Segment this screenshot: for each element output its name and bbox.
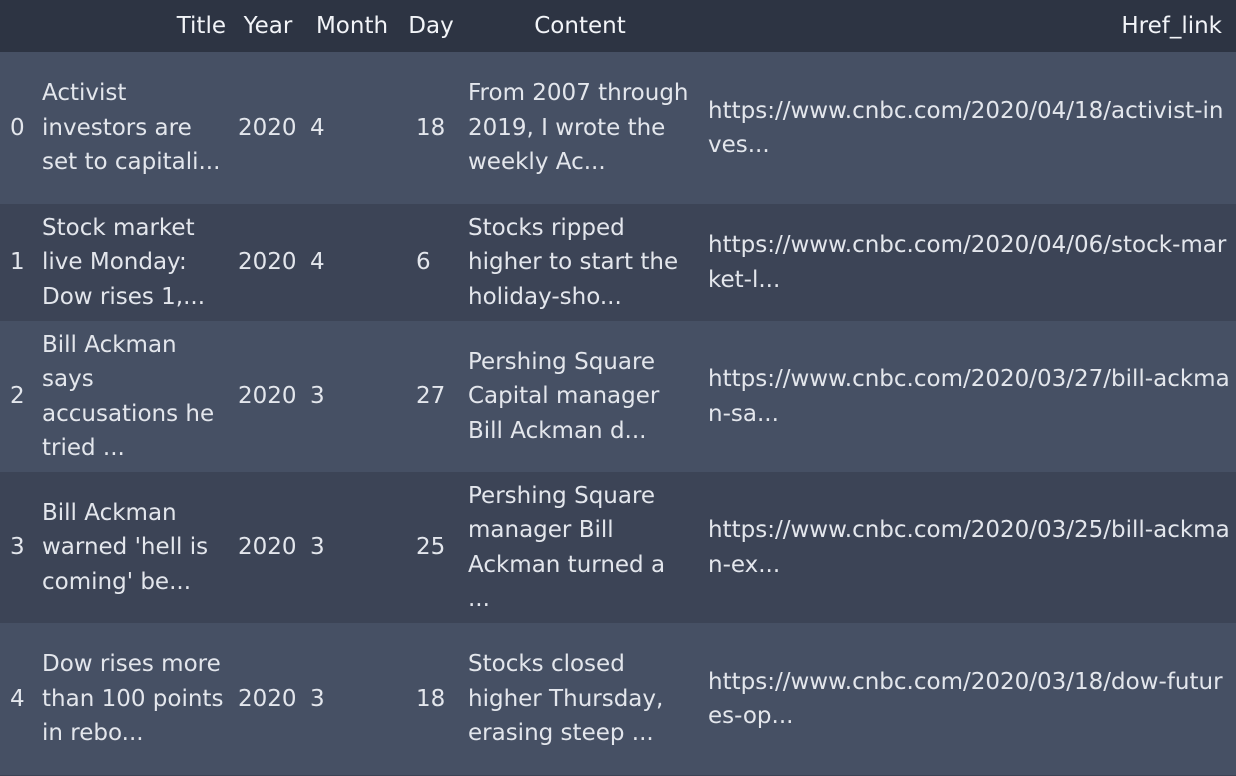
table-header: Title Year Month Day Content Href_link bbox=[0, 0, 1236, 52]
year-cell: 2020 bbox=[238, 114, 297, 141]
href-link-cell: https://www.cnbc.com/2020/03/18/dow-futu… bbox=[708, 668, 1223, 730]
title-cell: Bill Ackman says accusations he tried ..… bbox=[42, 331, 215, 462]
title-cell: Activist investors are set to capitali..… bbox=[42, 80, 221, 176]
row-index: 2 bbox=[10, 383, 25, 410]
title-cell: Dow rises more than 100 points in rebo..… bbox=[42, 651, 224, 747]
content-cell: Stocks closed higher Thursday, erasing s… bbox=[468, 651, 664, 747]
day-cell: 18 bbox=[416, 685, 446, 712]
content-cell: Pershing Square manager Bill Ackman turn… bbox=[468, 482, 666, 613]
month-column-header: Month bbox=[315, 13, 389, 39]
table-row: 4 Dow rises more than 100 points in rebo… bbox=[0, 623, 1236, 775]
content-cell: Pershing Square Capital manager Bill Ack… bbox=[468, 348, 660, 444]
table-row: 3 Bill Ackman warned 'hell is coming' be… bbox=[0, 472, 1236, 623]
year-cell: 2020 bbox=[238, 534, 297, 561]
month-cell: 3 bbox=[310, 534, 325, 561]
row-index: 3 bbox=[10, 534, 25, 561]
row-index: 0 bbox=[10, 114, 25, 141]
header-row: Title Year Month Day Content Href_link bbox=[0, 0, 1236, 52]
title-cell: Stock market live Monday: Dow rises 1,..… bbox=[42, 214, 206, 310]
year-cell: 2020 bbox=[238, 685, 297, 712]
content-cell: From 2007 through 2019, I wrote the week… bbox=[468, 80, 689, 176]
index-header bbox=[0, 0, 36, 52]
day-cell: 27 bbox=[416, 383, 446, 410]
table-row: 0 Activist investors are set to capitali… bbox=[0, 52, 1236, 204]
month-cell: 4 bbox=[310, 249, 325, 276]
content-column-header: Content bbox=[534, 13, 626, 39]
title-column-header: Title bbox=[176, 13, 226, 39]
month-cell: 3 bbox=[310, 383, 325, 410]
table-row: 1 Stock market live Monday: Dow rises 1,… bbox=[0, 204, 1236, 321]
table-body: 0 Activist investors are set to capitali… bbox=[0, 52, 1236, 775]
content-cell: Stocks ripped higher to start the holida… bbox=[468, 214, 679, 310]
href-link-cell: https://www.cnbc.com/2020/04/18/activist… bbox=[708, 97, 1224, 159]
day-cell: 6 bbox=[416, 249, 431, 276]
href-link-cell: https://www.cnbc.com/2020/03/25/bill-ack… bbox=[708, 517, 1230, 578]
row-index: 4 bbox=[10, 685, 25, 712]
day-column-header: Day bbox=[408, 13, 454, 39]
year-cell: 2020 bbox=[238, 383, 297, 410]
href-link-cell: https://www.cnbc.com/2020/04/06/stock-ma… bbox=[708, 232, 1227, 293]
month-cell: 3 bbox=[310, 685, 325, 712]
year-column-header: Year bbox=[243, 13, 293, 39]
row-index: 1 bbox=[10, 249, 25, 276]
href-link-cell: https://www.cnbc.com/2020/03/27/bill-ack… bbox=[708, 366, 1230, 427]
href-link-column-header: Href_link bbox=[1121, 13, 1222, 39]
day-cell: 25 bbox=[416, 534, 446, 561]
title-cell: Bill Ackman warned 'hell is coming' be..… bbox=[42, 499, 209, 595]
month-cell: 4 bbox=[310, 114, 325, 141]
day-cell: 18 bbox=[416, 114, 446, 141]
table-row: 2 Bill Ackman says accusations he tried … bbox=[0, 321, 1236, 472]
year-cell: 2020 bbox=[238, 249, 297, 276]
